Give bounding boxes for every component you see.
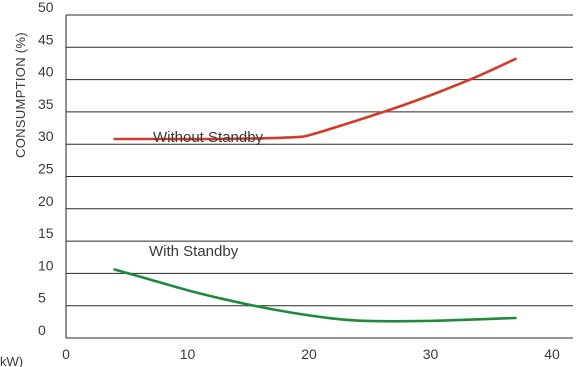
y-tick-label: 30 — [38, 128, 54, 144]
y-tick-label: 50 — [38, 0, 54, 15]
y-tick-label: 15 — [38, 225, 54, 241]
y-axis-label: CONSUMPTION (%) — [13, 32, 28, 158]
y-tick-label: 5 — [38, 290, 46, 306]
y-tick-labels: 0 5 10 15 20 25 30 35 40 45 50 — [38, 0, 54, 338]
series-label: With Standby — [149, 243, 239, 260]
x-tick-label: 10 — [180, 346, 196, 362]
series-label: Without Standby — [153, 129, 264, 146]
x-tick-label: 0 — [62, 346, 70, 362]
series-line — [113, 57, 517, 141]
series-line — [113, 268, 517, 323]
x-tick-label: 40 — [544, 346, 560, 362]
y-tick-label: 25 — [38, 161, 54, 177]
grid-lines — [66, 14, 573, 339]
y-tick-label: 40 — [38, 64, 54, 80]
series-group: Without Standby With Standby — [113, 57, 517, 323]
x-axis-label: kW) — [0, 354, 23, 367]
x-tick-label: 30 — [423, 346, 439, 362]
y-tick-label: 35 — [38, 96, 54, 112]
y-tick-label: 20 — [38, 193, 54, 209]
y-tick-label: 0 — [38, 322, 46, 338]
x-tick-label: 20 — [301, 346, 317, 362]
y-tick-label: 10 — [38, 257, 54, 273]
x-tick-labels: 0 10 20 30 40 — [62, 346, 560, 362]
y-tick-label: 45 — [38, 31, 54, 47]
